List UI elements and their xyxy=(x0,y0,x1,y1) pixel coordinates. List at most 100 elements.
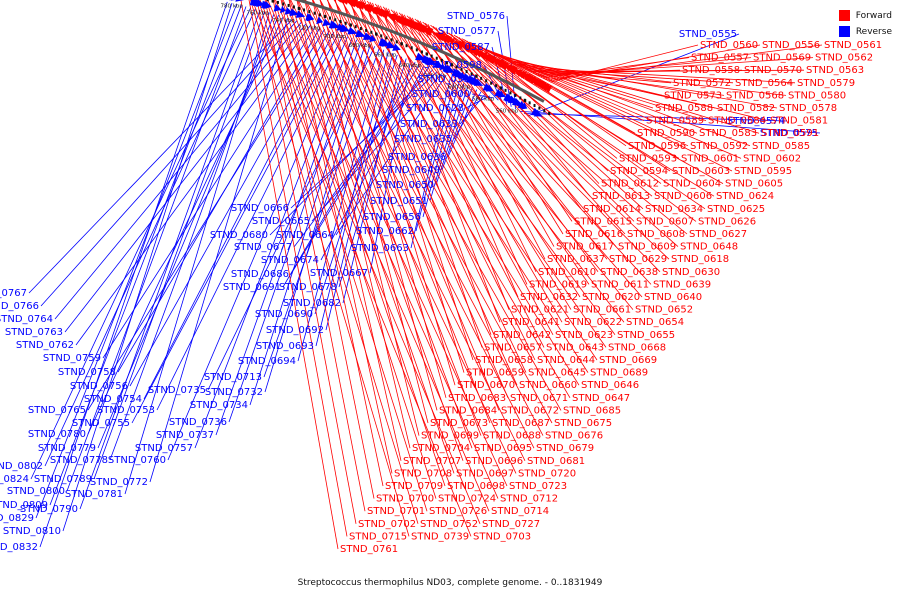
forward-gene-label: STND_0605 xyxy=(725,179,783,190)
forward-gene-label: STND_0615 xyxy=(574,216,632,227)
reverse-gene-label: STND_0682 xyxy=(283,298,341,309)
reverse-gene-label: STND_0765 xyxy=(28,405,86,416)
reverse-gene-label: STND_0575 xyxy=(760,128,818,139)
reverse-connector xyxy=(263,47,380,378)
reverse-gene-arrow xyxy=(347,26,358,35)
tick-mark xyxy=(339,20,342,24)
forward-connector xyxy=(333,0,571,399)
reverse-connector xyxy=(156,34,344,411)
forward-gene-label: STND_0681 xyxy=(527,456,585,467)
forward-gene-label: STND_0579 xyxy=(797,78,855,89)
forward-connector xyxy=(377,4,563,323)
reverse-connector xyxy=(207,46,376,391)
reverse-gene-label: STND_0829 xyxy=(0,513,34,524)
reverse-connector xyxy=(44,8,256,467)
reverse-connector xyxy=(131,33,339,424)
forward-connector xyxy=(487,49,689,147)
reverse-gene-label: STND_0678 xyxy=(279,282,337,293)
tick-mark xyxy=(430,54,433,58)
forward-gene-label: STND_0634 xyxy=(645,204,703,215)
forward-gene-arrow xyxy=(337,0,342,3)
legend-reverse: Reverse xyxy=(838,26,892,37)
forward-connector xyxy=(530,69,805,73)
tick-mark xyxy=(334,18,337,22)
forward-gene-label: STND_0572 xyxy=(673,78,731,89)
tick-label: 760 kbp xyxy=(246,10,269,16)
tick-mark xyxy=(375,32,378,36)
forward-gene-label: STND_0638 xyxy=(600,267,658,278)
reverse-gene-arrow xyxy=(316,16,324,25)
forward-gene-label: STND_0582 xyxy=(717,103,775,114)
forward-gene-label: STND_0659 xyxy=(466,368,524,379)
forward-gene-label: STND_0601 xyxy=(681,153,739,164)
forward-connector xyxy=(240,0,339,550)
reverse-gene-label: STND_0759 xyxy=(43,353,101,364)
tick-mark xyxy=(313,11,316,15)
reverse-gene-label: STND_0735 xyxy=(148,385,206,396)
forward-connector xyxy=(297,0,526,461)
forward-gene-label: STND_0712 xyxy=(500,494,558,505)
tick-mark xyxy=(303,8,306,12)
forward-gene-label: STND_0723 xyxy=(509,481,567,492)
tick-mark xyxy=(440,58,443,62)
forward-gene-label: STND_0669 xyxy=(599,355,657,366)
reverse-gene-label: STND_0665 xyxy=(252,216,310,227)
forward-connector xyxy=(492,52,760,134)
tick-mark xyxy=(514,93,517,97)
reverse-gene-label: STND_0790 xyxy=(20,504,78,515)
tick-mark xyxy=(266,0,269,2)
forward-gene-label: STND_0632 xyxy=(520,292,578,303)
reverse-connector xyxy=(143,31,335,400)
forward-gene-label: STND_0584 xyxy=(708,116,766,127)
forward-gene-label: STND_0624 xyxy=(716,191,774,202)
legend-forward-label: Forward xyxy=(855,10,892,21)
reverse-gene-label: STND_0766 xyxy=(0,301,39,312)
forward-gene-label: STND_0593 xyxy=(619,153,677,164)
forward-gene-label: STND_0604 xyxy=(663,179,721,190)
tick-label: 640 kbp xyxy=(399,63,422,69)
tick-mark xyxy=(500,86,503,90)
reverse-gene-label: STND_0667 xyxy=(310,268,368,279)
forward-connector xyxy=(390,9,643,298)
tick-label: 660 kbp xyxy=(374,53,397,59)
forward-gene-label: STND_0727 xyxy=(482,519,540,530)
reverse-gene-label: STND_0692 xyxy=(266,325,324,336)
forward-gene-label: STND_0752 xyxy=(420,519,478,530)
forward-gene-label: STND_0672 xyxy=(501,405,559,416)
forward-gene-label: STND_0616 xyxy=(565,229,623,240)
reverse-gene-label: STND_0756 xyxy=(70,381,128,392)
tick-mark xyxy=(359,27,362,31)
reverse-gene-label: STND_0633 xyxy=(400,119,458,130)
reverse-gene-label: STND_0587 xyxy=(432,42,490,53)
reverse-gene-arrow xyxy=(378,38,390,46)
forward-gene-label: STND_0657 xyxy=(484,342,542,353)
tick-mark xyxy=(400,42,403,46)
reverse-gene-arrow xyxy=(482,82,494,92)
reverse-gene-arrow xyxy=(249,0,259,6)
forward-gene-label: STND_0570 xyxy=(744,65,802,76)
forward-gene-label: STND_0589 xyxy=(646,116,704,127)
genome-backbone-arc xyxy=(292,0,545,103)
reverse-gene-arrow xyxy=(494,88,504,96)
reverse-gene-label: STND_0576 xyxy=(447,11,505,22)
forward-connector xyxy=(430,24,688,235)
forward-connector xyxy=(476,45,742,159)
forward-gene-label: STND_0643 xyxy=(546,342,604,353)
forward-gene-label: STND_0568 xyxy=(726,90,784,101)
tick-mark xyxy=(509,91,512,95)
forward-connector xyxy=(424,22,617,247)
reverse-connector xyxy=(124,12,270,495)
forward-connector xyxy=(440,29,635,222)
forward-connector xyxy=(326,0,562,411)
reverse-gene-arrow xyxy=(421,55,432,63)
forward-gene-label: STND_0561 xyxy=(824,40,882,51)
tick-mark xyxy=(370,30,373,34)
reverse-gene-label: STND_0789 xyxy=(34,474,92,485)
forward-gene-arrow xyxy=(386,13,396,22)
reverse-connector xyxy=(315,51,389,347)
forward-gene-label: STND_0668 xyxy=(608,342,666,353)
forward-connector xyxy=(510,61,716,109)
tick-label: 680 kbp xyxy=(349,43,372,49)
reverse-connector xyxy=(79,9,261,510)
forward-gene-label: STND_0637 xyxy=(547,254,605,265)
